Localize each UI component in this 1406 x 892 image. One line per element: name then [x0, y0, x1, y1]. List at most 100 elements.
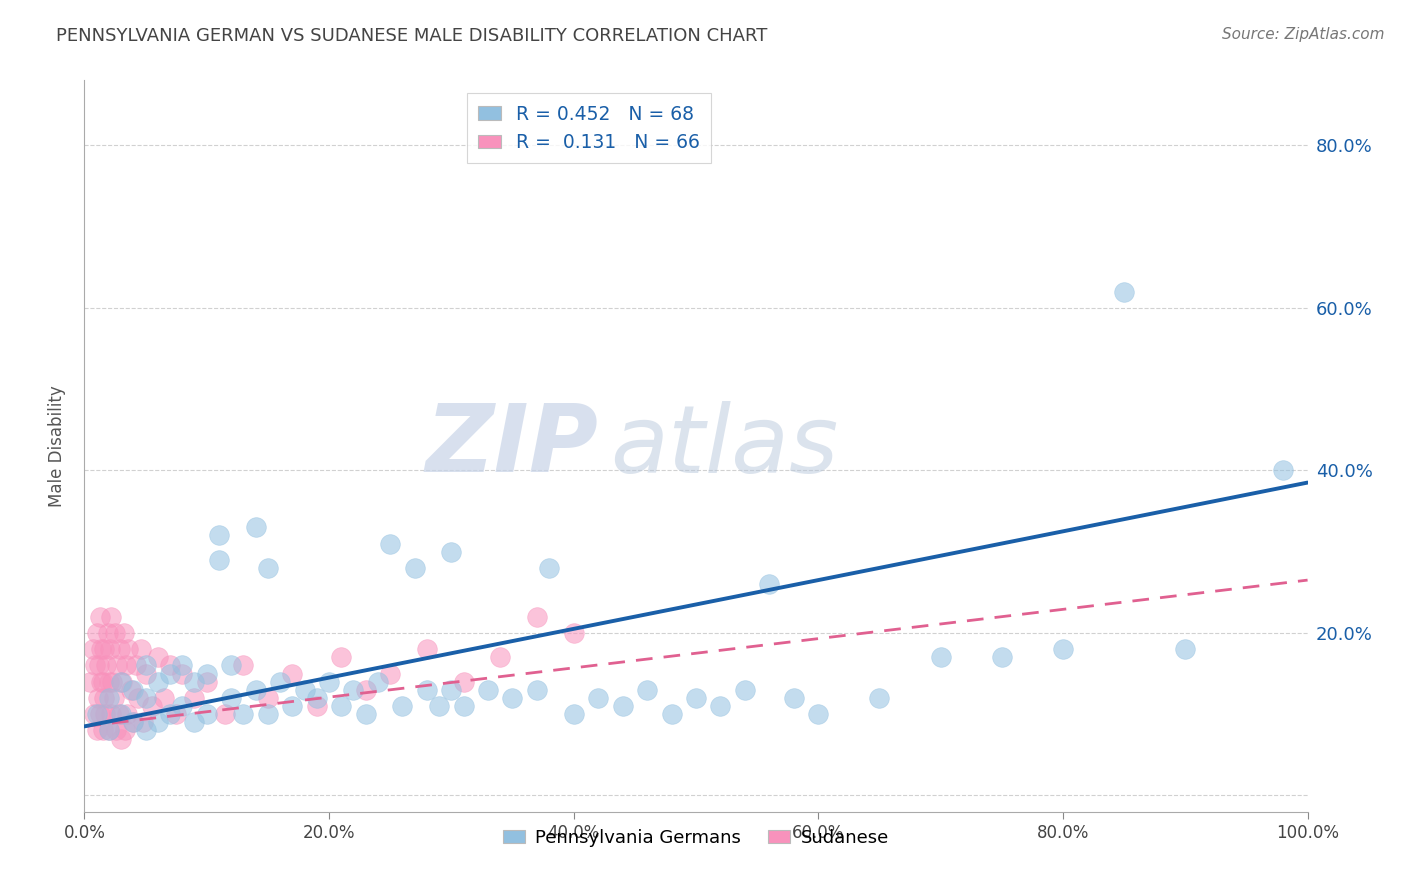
Y-axis label: Male Disability: Male Disability: [48, 385, 66, 507]
Text: PENNSYLVANIA GERMAN VS SUDANESE MALE DISABILITY CORRELATION CHART: PENNSYLVANIA GERMAN VS SUDANESE MALE DIS…: [56, 27, 768, 45]
Point: [129, 642, 152, 657]
Point: [257, 690, 280, 705]
Point: [929, 650, 952, 665]
Point: [86, 626, 108, 640]
Point: [96, 658, 118, 673]
Point: [991, 650, 1014, 665]
Point: [97, 723, 120, 738]
Point: [257, 561, 280, 575]
Point: [245, 520, 267, 534]
Point: [453, 699, 475, 714]
Point: [257, 707, 280, 722]
Point: [108, 642, 131, 657]
Point: [83, 707, 105, 722]
Point: [86, 707, 108, 722]
Point: [562, 707, 585, 722]
Point: [159, 658, 181, 673]
Point: [86, 723, 108, 738]
Point: [110, 674, 132, 689]
Point: [132, 715, 155, 730]
Point: [105, 658, 128, 673]
Point: [111, 674, 134, 689]
Point: [538, 561, 561, 575]
Point: [153, 690, 176, 705]
Point: [416, 642, 439, 657]
Point: [440, 682, 463, 697]
Point: [586, 690, 609, 705]
Point: [117, 642, 139, 657]
Point: [416, 682, 439, 697]
Point: [453, 674, 475, 689]
Point: [305, 690, 328, 705]
Point: [91, 674, 114, 689]
Point: [734, 682, 756, 697]
Point: [141, 699, 163, 714]
Point: [89, 707, 111, 722]
Point: [91, 723, 114, 738]
Point: [1052, 642, 1074, 657]
Point: [172, 658, 194, 673]
Point: [172, 699, 194, 714]
Point: [709, 699, 731, 714]
Point: [294, 682, 316, 697]
Point: [79, 674, 101, 689]
Point: [165, 707, 187, 722]
Point: [502, 690, 524, 705]
Point: [98, 642, 121, 657]
Point: [97, 723, 120, 738]
Point: [89, 609, 111, 624]
Point: [101, 674, 124, 689]
Point: [110, 707, 132, 722]
Point: [172, 666, 194, 681]
Point: [135, 690, 157, 705]
Point: [100, 707, 122, 722]
Point: [636, 682, 658, 697]
Point: [354, 682, 377, 697]
Point: [82, 642, 104, 657]
Point: [105, 723, 128, 738]
Point: [526, 609, 548, 624]
Text: atlas: atlas: [610, 401, 838, 491]
Point: [87, 690, 110, 705]
Point: [404, 561, 426, 575]
Point: [367, 674, 389, 689]
Point: [219, 658, 242, 673]
Text: Source: ZipAtlas.com: Source: ZipAtlas.com: [1222, 27, 1385, 42]
Point: [120, 682, 142, 697]
Point: [354, 707, 377, 722]
Point: [94, 707, 117, 722]
Point: [195, 707, 218, 722]
Point: [245, 682, 267, 697]
Point: [427, 699, 450, 714]
Point: [208, 553, 231, 567]
Point: [807, 707, 830, 722]
Point: [281, 666, 304, 681]
Point: [104, 626, 127, 640]
Point: [232, 707, 254, 722]
Point: [380, 666, 402, 681]
Point: [159, 707, 181, 722]
Point: [87, 658, 110, 673]
Point: [269, 674, 291, 689]
Point: [90, 674, 112, 689]
Point: [135, 666, 157, 681]
Point: [869, 690, 891, 705]
Point: [489, 650, 512, 665]
Point: [1272, 463, 1295, 477]
Point: [281, 699, 304, 714]
Point: [183, 674, 205, 689]
Point: [100, 609, 122, 624]
Point: [330, 699, 353, 714]
Point: [232, 658, 254, 673]
Point: [783, 690, 806, 705]
Point: [330, 650, 353, 665]
Point: [97, 626, 120, 640]
Point: [1174, 642, 1197, 657]
Point: [208, 528, 231, 542]
Point: [114, 723, 136, 738]
Point: [183, 715, 205, 730]
Point: [661, 707, 683, 722]
Point: [135, 658, 157, 673]
Point: [146, 650, 169, 665]
Point: [125, 658, 148, 673]
